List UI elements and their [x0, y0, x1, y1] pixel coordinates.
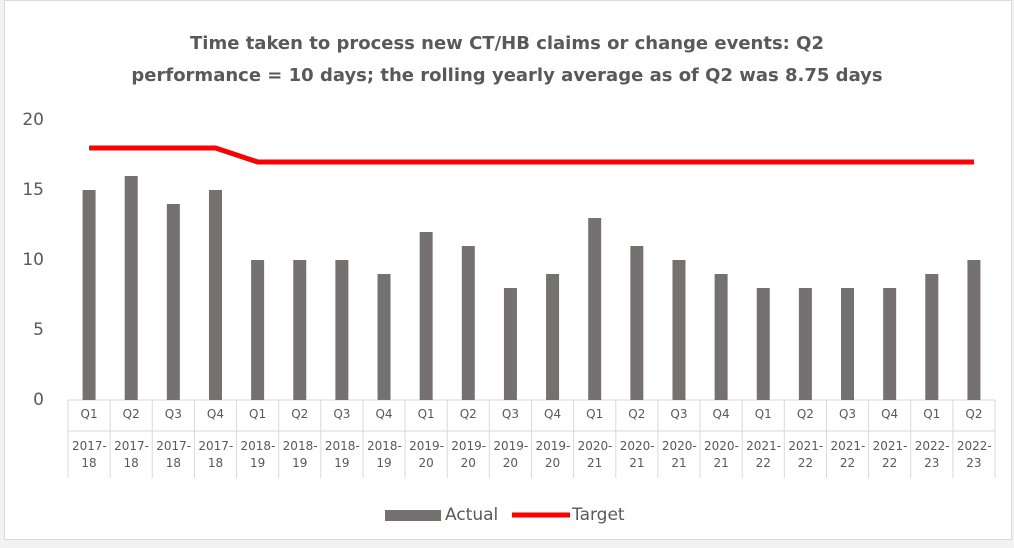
x-tick-label: Q3: [670, 407, 688, 421]
bar: [377, 274, 391, 400]
bar: [756, 288, 770, 400]
y-tick-label: 0: [33, 390, 44, 410]
x-group-label: 2020-21: [661, 439, 697, 470]
bar: [335, 260, 349, 400]
x-group-label: 2022-23: [914, 439, 950, 470]
x-group-label: 2019-20: [535, 439, 571, 470]
x-group-label: 2017-18: [72, 439, 107, 470]
bar: [124, 176, 138, 400]
x-group-label: 2017-18: [156, 439, 192, 470]
x-tick-label: Q2: [459, 407, 477, 421]
x-tick-label: Q4: [712, 407, 730, 421]
x-tick-label: Q2: [965, 407, 983, 421]
x-group-label: 2021-22: [830, 439, 866, 470]
x-tick-label: Q3: [333, 407, 351, 421]
x-group-label: 2017-18: [198, 439, 234, 470]
x-group-label: 2018-19: [240, 439, 276, 470]
bar: [883, 288, 897, 400]
bar: [714, 274, 728, 400]
x-group-label: 2020-21: [577, 439, 613, 470]
legend-swatch: [385, 510, 441, 521]
bar: [419, 232, 433, 400]
x-tick-label: Q1: [586, 407, 604, 421]
bar: [967, 260, 981, 400]
legend-label: Actual: [445, 505, 498, 525]
x-group-label: 2019-20: [493, 439, 529, 470]
x-group-label: 2021-22: [788, 439, 824, 470]
legend-label: Target: [571, 505, 625, 525]
bar: [672, 260, 686, 400]
x-tick-label: Q2: [796, 407, 814, 421]
x-tick-label: Q2: [122, 407, 140, 421]
bar: [798, 288, 812, 400]
bar: [82, 190, 96, 400]
x-group-label: 2020-21: [704, 439, 739, 470]
x-tick-label: Q1: [923, 407, 941, 421]
x-group-label: 2018-19: [324, 439, 360, 470]
bar: [588, 218, 602, 400]
y-tick-label: 5: [33, 320, 44, 340]
x-group-label: 2018-19: [366, 439, 402, 470]
x-tick-label: Q2: [628, 407, 646, 421]
x-group-label: 2021-22: [872, 439, 908, 470]
x-group-label: 2019-20: [409, 439, 444, 470]
x-tick-label: Q4: [206, 407, 225, 421]
line: [89, 145, 974, 165]
x-group-label: 2022-23: [956, 439, 992, 470]
chart-title: Time taken to process new CT/HB claims o…: [131, 33, 883, 86]
x-tick-label: Q1: [249, 407, 267, 421]
y-tick-label: 15: [22, 180, 44, 200]
x-tick-label: Q1: [417, 407, 435, 421]
x-group-label: 2020-21: [619, 439, 655, 470]
bar: [630, 246, 644, 400]
x-tick-label: Q2: [291, 407, 309, 421]
y-tick-label: 20: [22, 110, 44, 130]
x-tick-label: Q1: [754, 407, 772, 421]
bar: [841, 288, 855, 400]
bar: [208, 190, 222, 400]
x-tick-label: Q3: [164, 407, 182, 421]
bar: [503, 288, 517, 400]
x-tick-label: Q3: [501, 407, 519, 421]
x-tick-label: Q4: [544, 407, 562, 421]
bar: [461, 246, 475, 400]
bar: [546, 274, 560, 400]
x-tick-label: Q1: [80, 407, 98, 421]
bar: [925, 274, 939, 400]
x-group-label: 2021-22: [746, 439, 782, 470]
x-tick-label: Q3: [838, 407, 857, 421]
x-tick-label: Q4: [881, 407, 899, 421]
bar: [166, 204, 180, 400]
x-group-label: 2019-20: [451, 439, 487, 470]
x-group-label: 2018-19: [282, 439, 318, 470]
bar: [293, 260, 307, 400]
x-group-label: 2017-18: [114, 439, 149, 470]
y-tick-label: 10: [22, 250, 44, 270]
bar: [251, 260, 265, 400]
x-tick-label: Q4: [375, 407, 393, 421]
